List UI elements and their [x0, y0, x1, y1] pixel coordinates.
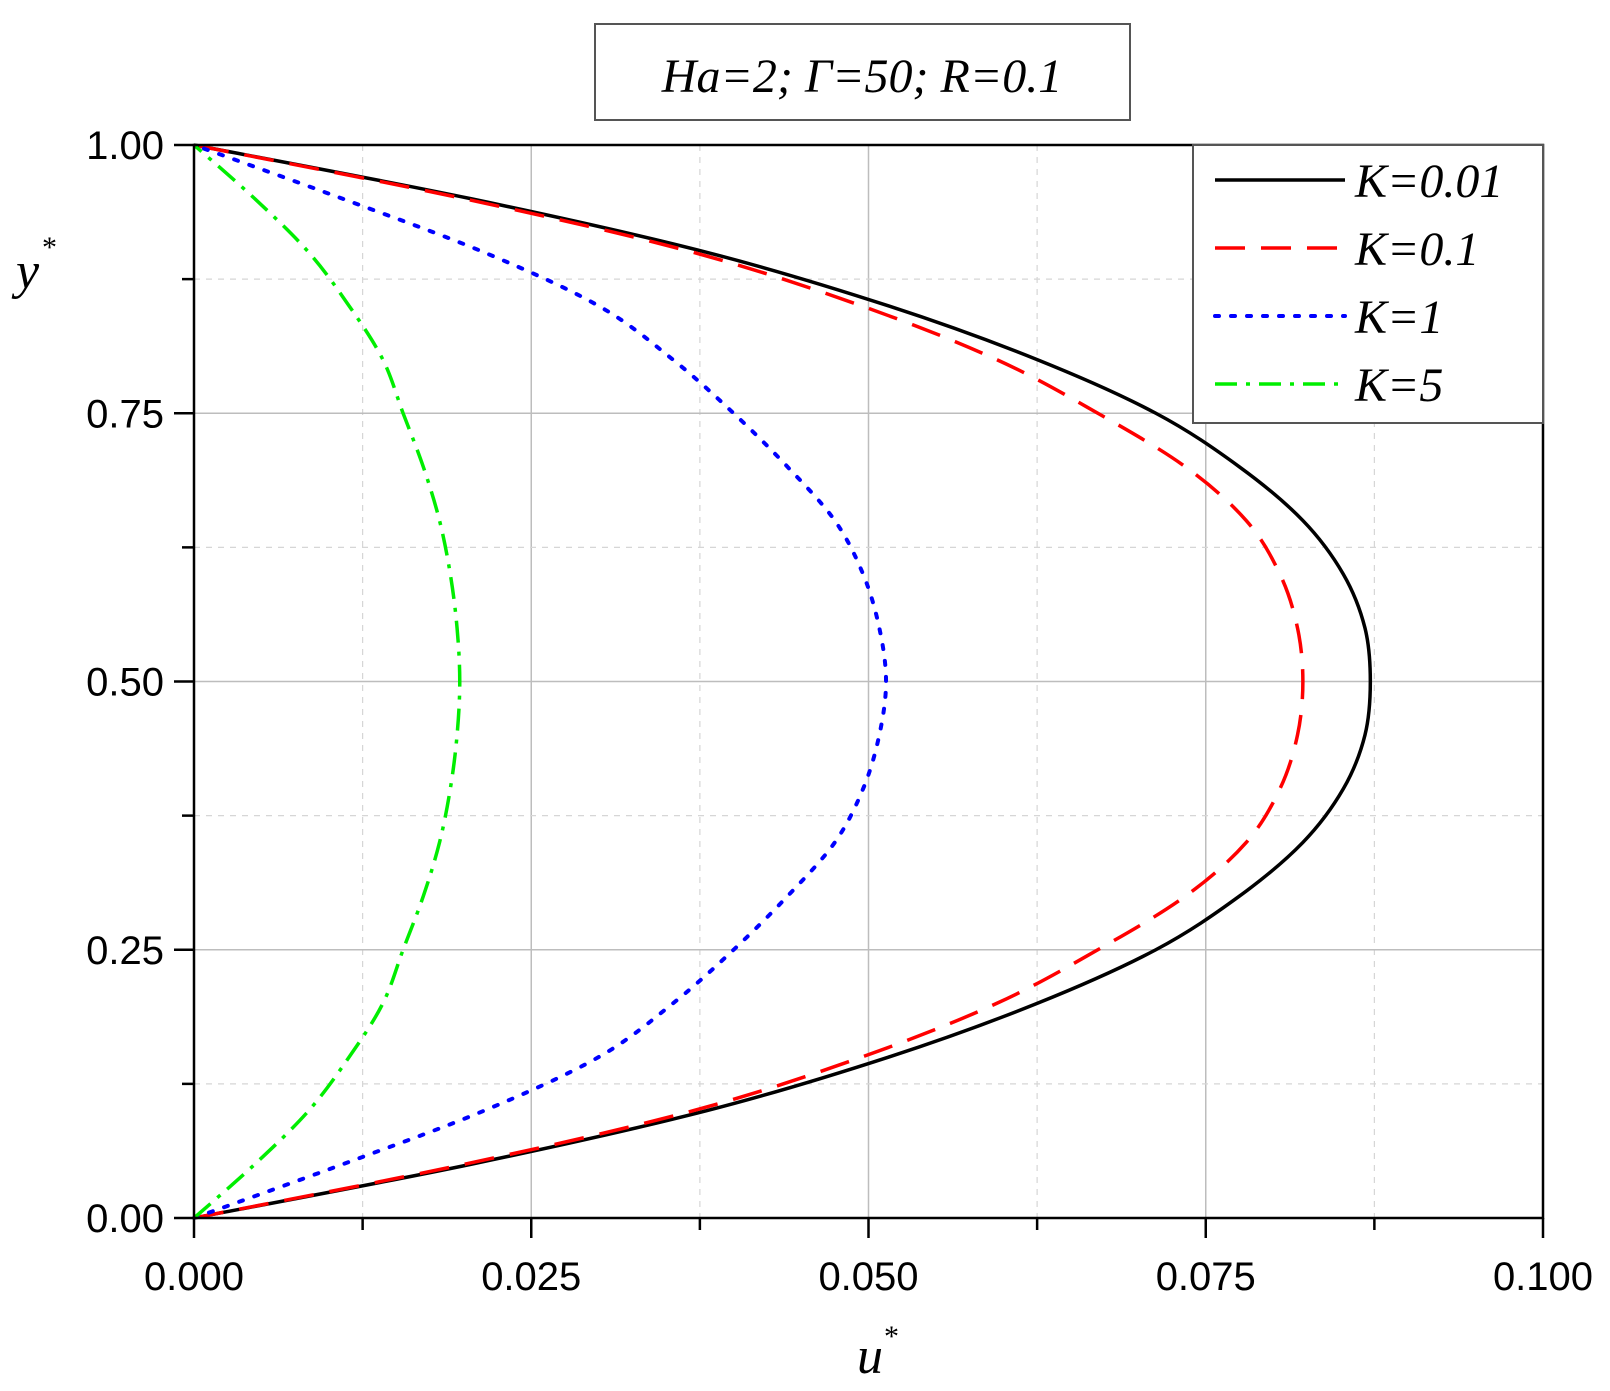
- legend-label: K=0.01: [1354, 155, 1503, 208]
- x-tick-labels: 0.000 0.025 0.050 0.075 0.100: [144, 1255, 1593, 1299]
- x-tick-label: 0.000: [144, 1255, 244, 1299]
- y-axis-label: y: [11, 243, 40, 300]
- x-axis-title: u *: [857, 1320, 899, 1385]
- y-tick-label: 0.00: [86, 1197, 164, 1241]
- legend-label: K=0.1: [1354, 223, 1479, 276]
- series-line: [193, 143, 1305, 1220]
- x-axis-label: u: [857, 1328, 883, 1385]
- x-tick-label: 0.100: [1493, 1255, 1593, 1299]
- legend: K=0.01 K=0.1 K=1 K=5: [1192, 144, 1544, 424]
- legend-label: K=1: [1354, 291, 1443, 344]
- series-group: [192, 143, 1373, 1220]
- y-tick-label: 1.00: [86, 124, 164, 168]
- y-tick-label: 0.75: [86, 392, 164, 436]
- x-tick-label: 0.025: [481, 1255, 581, 1299]
- legend-box: [1192, 144, 1544, 424]
- y-tick-label: 0.25: [86, 929, 164, 973]
- y-axis-title: y *: [11, 231, 57, 300]
- ticks: [174, 143, 1545, 1238]
- y-tick-label: 0.50: [86, 661, 164, 705]
- chart-title: Ha=2; Γ=50; R=0.1: [661, 50, 1062, 103]
- x-tick-label: 0.075: [1156, 1255, 1256, 1299]
- title-box: Ha=2; Γ=50; R=0.1: [594, 23, 1131, 121]
- series-line: [192, 143, 462, 1220]
- x-tick-label: 0.050: [818, 1255, 918, 1299]
- y-tick-labels: 0.00 0.25 0.50 0.75 1.00: [86, 124, 164, 1241]
- legend-label: K=5: [1354, 359, 1443, 412]
- series-line: [192, 143, 889, 1220]
- series-line: [193, 143, 1373, 1220]
- y-axis-label-sup: *: [42, 231, 57, 264]
- x-axis-label-sup: *: [884, 1320, 899, 1353]
